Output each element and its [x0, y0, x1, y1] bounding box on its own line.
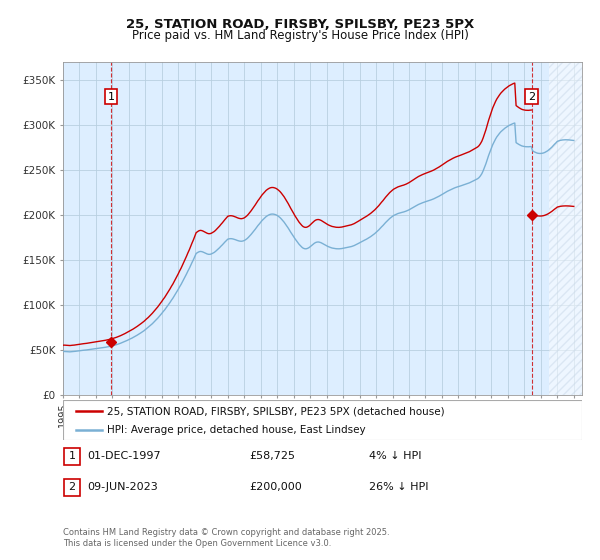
Text: 4% ↓ HPI: 4% ↓ HPI [369, 451, 421, 461]
Bar [549, 62, 582, 395]
Text: 1: 1 [68, 451, 76, 461]
Text: 01-DEC-1997: 01-DEC-1997 [87, 451, 161, 461]
Text: Price paid vs. HM Land Registry's House Price Index (HPI): Price paid vs. HM Land Registry's House … [131, 29, 469, 42]
Text: £200,000: £200,000 [249, 482, 302, 492]
Text: 25, STATION ROAD, FIRSBY, SPILSBY, PE23 5PX (detached house): 25, STATION ROAD, FIRSBY, SPILSBY, PE23 … [107, 407, 445, 417]
Text: £58,725: £58,725 [249, 451, 295, 461]
Text: Contains HM Land Registry data © Crown copyright and database right 2025.
This d: Contains HM Land Registry data © Crown c… [63, 528, 389, 548]
Text: 2: 2 [68, 482, 76, 492]
Text: HPI: Average price, detached house, East Lindsey: HPI: Average price, detached house, East… [107, 425, 366, 435]
Text: 1: 1 [107, 92, 115, 101]
Text: 09-JUN-2023: 09-JUN-2023 [87, 482, 158, 492]
Text: 25, STATION ROAD, FIRSBY, SPILSBY, PE23 5PX: 25, STATION ROAD, FIRSBY, SPILSBY, PE23 … [126, 18, 474, 31]
Text: 26% ↓ HPI: 26% ↓ HPI [369, 482, 428, 492]
Text: 2: 2 [528, 92, 535, 101]
